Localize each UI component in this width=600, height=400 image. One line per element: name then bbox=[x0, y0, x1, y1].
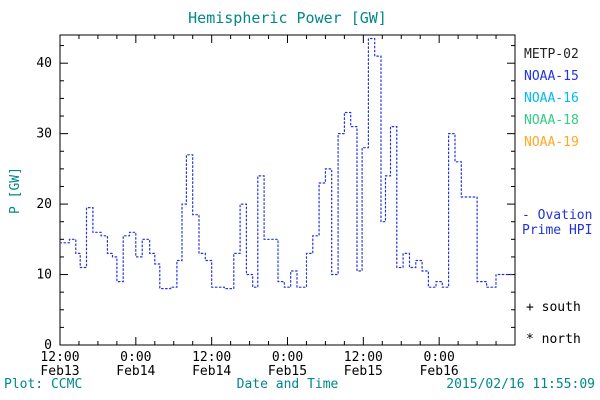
svg-text:0: 0 bbox=[44, 338, 52, 353]
legend-south-label: + south bbox=[526, 300, 581, 315]
svg-text:Feb15: Feb15 bbox=[268, 364, 307, 379]
svg-text:10: 10 bbox=[36, 268, 52, 283]
svg-text:12:00: 12:00 bbox=[344, 350, 383, 365]
legend-north-label: * north bbox=[526, 332, 581, 347]
svg-text:40: 40 bbox=[36, 56, 52, 71]
svg-text:Feb14: Feb14 bbox=[192, 364, 231, 379]
svg-text:0:00: 0:00 bbox=[424, 350, 455, 365]
svg-text:12:00: 12:00 bbox=[192, 350, 231, 365]
svg-text:Feb15: Feb15 bbox=[344, 364, 383, 379]
legend-model-line1: - Ovation bbox=[522, 208, 593, 223]
svg-text:Feb14: Feb14 bbox=[116, 364, 155, 379]
legend-item-noaa-15: NOAA-15 bbox=[524, 69, 579, 84]
svg-text:0:00: 0:00 bbox=[272, 350, 303, 365]
legend-item-noaa-19: NOAA-19 bbox=[524, 135, 579, 150]
legend-model-line2: Prime HPI bbox=[522, 223, 593, 238]
legend-item-noaa-18: NOAA-18 bbox=[524, 113, 579, 128]
svg-text:20: 20 bbox=[36, 197, 52, 212]
legend-model-label: - Ovation Prime HPI bbox=[522, 208, 592, 238]
plot-credit: Plot: CCMC bbox=[4, 377, 83, 392]
legend-satellites: METP-02 NOAA-15 NOAA-16 NOAA-18 NOAA-19 bbox=[524, 44, 579, 154]
data-line-hemispheric-power bbox=[59, 37, 513, 290]
svg-text:Feb13: Feb13 bbox=[40, 364, 79, 379]
svg-text:Feb16: Feb16 bbox=[420, 364, 459, 379]
svg-text:30: 30 bbox=[36, 127, 52, 142]
svg-text:12:00: 12:00 bbox=[40, 350, 79, 365]
legend-item-metp-02: METP-02 bbox=[524, 47, 579, 62]
svg-text:0:00: 0:00 bbox=[120, 350, 151, 365]
legend-item-noaa-16: NOAA-16 bbox=[524, 91, 579, 106]
chart-title: Hemispheric Power [GW] bbox=[188, 9, 387, 27]
timestamp: 2015/02/16 11:55:09 bbox=[446, 377, 595, 392]
x-axis-label: Date and Time bbox=[236, 377, 339, 392]
